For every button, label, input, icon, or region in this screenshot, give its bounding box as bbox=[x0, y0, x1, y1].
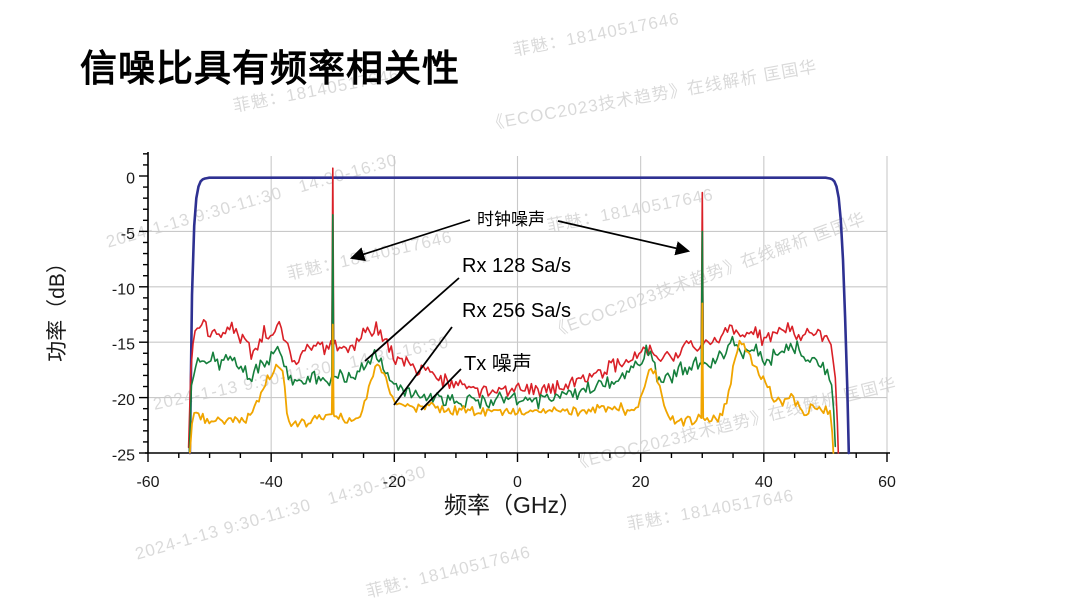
annotation-rx-256: Rx 256 Sa/s bbox=[462, 300, 571, 322]
y-axis-label: 功率（dB） bbox=[46, 252, 69, 362]
svg-text:40: 40 bbox=[755, 474, 773, 491]
svg-text:-60: -60 bbox=[136, 474, 159, 491]
annotation-tx-noise: Tx 噪声 bbox=[464, 353, 532, 375]
annotation-clock-noise: 时钟噪声 bbox=[477, 210, 545, 229]
svg-text:-10: -10 bbox=[112, 281, 135, 298]
svg-text:-20: -20 bbox=[112, 392, 135, 409]
slide-title: 信噪比具有频率相关性 bbox=[80, 48, 460, 89]
svg-text:0: 0 bbox=[513, 474, 522, 491]
x-axis-label: 频率（GHz） bbox=[444, 492, 582, 518]
svg-text:20: 20 bbox=[632, 474, 650, 491]
svg-text:-40: -40 bbox=[260, 474, 283, 491]
svg-text:-5: -5 bbox=[121, 226, 135, 243]
svg-text:60: 60 bbox=[878, 474, 896, 491]
svg-text:-25: -25 bbox=[112, 448, 135, 465]
svg-text:-20: -20 bbox=[383, 474, 406, 491]
svg-text:0: 0 bbox=[126, 171, 135, 188]
annotation-rx-128: Rx 128 Sa/s bbox=[462, 255, 571, 277]
svg-text:-15: -15 bbox=[112, 337, 135, 354]
